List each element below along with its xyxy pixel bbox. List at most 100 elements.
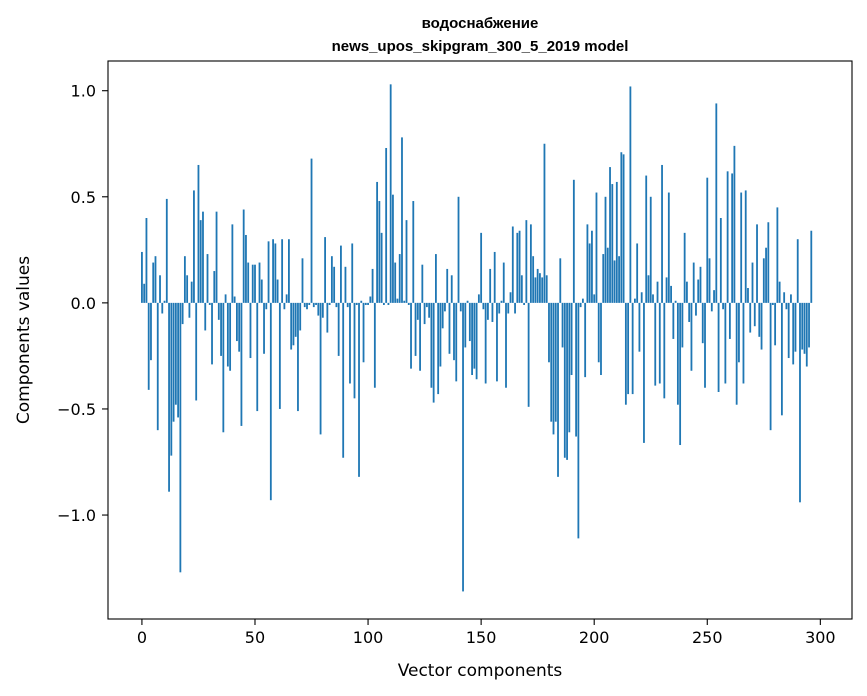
bar bbox=[455, 302, 458, 382]
bar bbox=[222, 302, 225, 433]
bar bbox=[527, 302, 530, 407]
bar bbox=[656, 281, 659, 303]
bar bbox=[260, 279, 263, 303]
bar bbox=[647, 275, 650, 303]
bar bbox=[661, 164, 663, 303]
bar bbox=[231, 224, 234, 303]
bar bbox=[308, 302, 311, 305]
chart-subtitle: news_upos_skipgram_300_5_2019 model bbox=[332, 38, 629, 55]
bar bbox=[407, 302, 410, 305]
bar bbox=[548, 302, 550, 363]
bar bbox=[776, 207, 779, 303]
bar bbox=[724, 302, 727, 384]
bar bbox=[611, 184, 614, 303]
bar bbox=[405, 220, 408, 303]
bar bbox=[634, 298, 636, 303]
bar bbox=[810, 230, 813, 303]
bar bbox=[340, 245, 342, 303]
bar bbox=[285, 294, 288, 303]
bar bbox=[801, 302, 804, 350]
bar bbox=[778, 281, 781, 303]
bar bbox=[306, 302, 308, 310]
bar bbox=[722, 302, 725, 310]
bar bbox=[236, 302, 238, 342]
bar bbox=[753, 302, 756, 327]
bar bbox=[652, 294, 654, 303]
bar bbox=[645, 175, 648, 303]
bar bbox=[520, 275, 523, 303]
bar bbox=[683, 232, 686, 303]
bar bbox=[794, 302, 797, 352]
bar bbox=[803, 302, 806, 354]
x-axis-label: Vector components bbox=[398, 661, 563, 681]
bar bbox=[276, 279, 279, 303]
bar bbox=[423, 302, 426, 325]
bar bbox=[487, 302, 489, 320]
bar bbox=[491, 302, 494, 322]
bar bbox=[174, 302, 177, 405]
bar bbox=[704, 302, 706, 388]
bar bbox=[274, 243, 277, 303]
bar bbox=[765, 247, 767, 303]
bar bbox=[735, 302, 738, 405]
bar bbox=[588, 243, 591, 303]
bar bbox=[245, 234, 247, 303]
bar bbox=[444, 302, 446, 312]
bar bbox=[263, 302, 265, 354]
bar bbox=[428, 302, 431, 318]
bar bbox=[719, 218, 722, 303]
bar bbox=[584, 302, 587, 378]
bar bbox=[143, 283, 146, 303]
bar bbox=[396, 298, 399, 303]
bar bbox=[738, 302, 740, 363]
bar bbox=[471, 302, 473, 376]
bar bbox=[159, 275, 161, 303]
bar bbox=[769, 302, 772, 431]
bar bbox=[303, 302, 306, 308]
bar bbox=[464, 302, 467, 348]
bar bbox=[208, 302, 211, 305]
bar bbox=[188, 302, 191, 318]
bar bbox=[398, 254, 401, 303]
bar bbox=[437, 302, 440, 395]
bar bbox=[317, 302, 320, 316]
bar bbox=[369, 296, 372, 303]
bar bbox=[559, 258, 562, 303]
bar bbox=[640, 292, 643, 303]
y-tick-label: 0.0 bbox=[71, 294, 96, 313]
bar bbox=[500, 300, 503, 303]
bar bbox=[774, 302, 777, 346]
bar bbox=[505, 302, 507, 388]
bar bbox=[294, 302, 297, 337]
bar bbox=[292, 302, 295, 346]
bar bbox=[197, 164, 200, 303]
bar bbox=[315, 302, 317, 305]
bar bbox=[145, 218, 148, 303]
bar bbox=[808, 302, 810, 348]
bar bbox=[591, 230, 593, 303]
bar bbox=[385, 147, 388, 303]
bar bbox=[170, 302, 173, 456]
bar bbox=[247, 262, 250, 303]
bar bbox=[380, 232, 383, 303]
bar bbox=[600, 302, 602, 376]
bar bbox=[667, 192, 670, 303]
bar bbox=[364, 302, 367, 305]
bar bbox=[740, 192, 743, 303]
bar bbox=[387, 302, 390, 305]
bar bbox=[278, 302, 281, 409]
bar bbox=[568, 302, 571, 433]
bar bbox=[566, 302, 568, 460]
bar bbox=[516, 232, 519, 303]
bar bbox=[446, 268, 449, 303]
bar bbox=[783, 292, 786, 303]
bar bbox=[570, 302, 573, 376]
bar bbox=[643, 302, 645, 443]
bar bbox=[575, 302, 578, 437]
bar bbox=[509, 292, 512, 303]
bar bbox=[713, 290, 715, 303]
bar bbox=[688, 302, 691, 322]
bar bbox=[676, 302, 679, 405]
bar bbox=[552, 302, 555, 435]
bar bbox=[281, 239, 284, 303]
